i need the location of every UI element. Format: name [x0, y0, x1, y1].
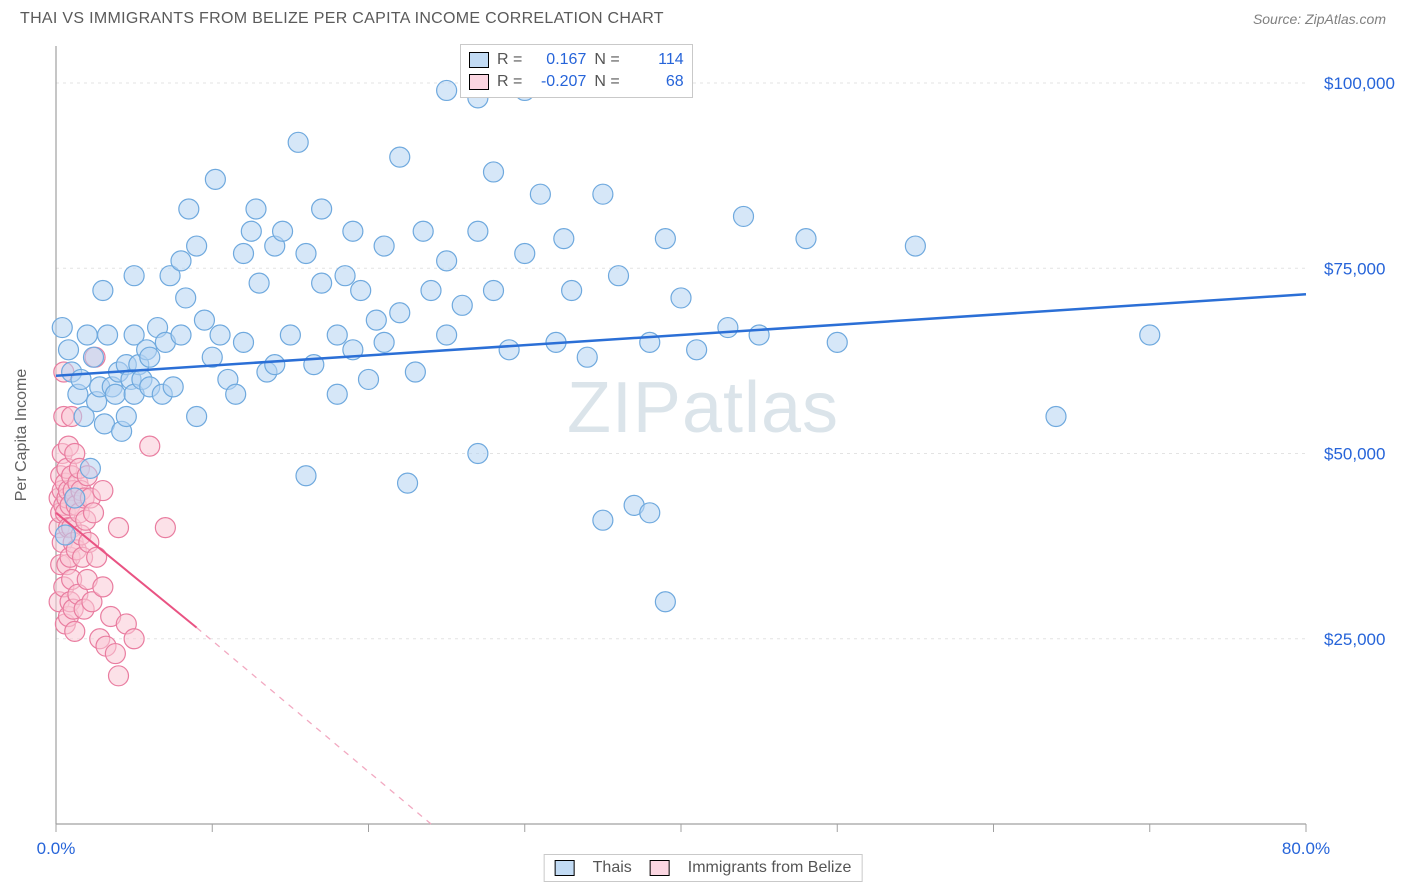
r-value: -0.207 — [530, 71, 586, 93]
r-label: R = — [497, 71, 522, 93]
swatch-thais-icon — [555, 860, 575, 876]
series-legend: Thais Immigrants from Belize — [544, 854, 863, 882]
svg-text:0.0%: 0.0% — [37, 839, 76, 858]
legend-label-belize: Immigrants from Belize — [688, 859, 852, 877]
svg-text:$50,000: $50,000 — [1324, 445, 1385, 464]
correlation-legend: R = 0.167 N = 114 R = -0.207 N = 68 — [460, 44, 693, 98]
n-label: N = — [594, 71, 619, 93]
r-label: R = — [497, 49, 522, 71]
swatch-belize-icon — [650, 860, 670, 876]
svg-text:80.0%: 80.0% — [1282, 839, 1330, 858]
source-label: Source: ZipAtlas.com — [1253, 11, 1386, 27]
n-value: 68 — [628, 71, 684, 93]
n-value: 114 — [628, 49, 684, 71]
chart-header: THAI VS IMMIGRANTS FROM BELIZE PER CAPIT… — [0, 0, 1406, 34]
chart-title: THAI VS IMMIGRANTS FROM BELIZE PER CAPIT… — [20, 10, 664, 28]
r-value: 0.167 — [530, 49, 586, 71]
legend-row-thais: R = 0.167 N = 114 — [469, 49, 684, 71]
legend-row-belize: R = -0.207 N = 68 — [469, 71, 684, 93]
chart-area: $25,000 $50,000 $75,000 $100,000 0.0% 80.0% Pe… — [0, 34, 1406, 884]
legend-label-thais: Thais — [593, 859, 632, 877]
svg-text:$25,000: $25,000 — [1324, 630, 1385, 649]
svg-text:Per Capita Income: Per Capita Income — [13, 369, 30, 502]
n-label: N = — [594, 49, 619, 71]
swatch-thais-icon — [469, 52, 489, 68]
swatch-belize-icon — [469, 74, 489, 90]
svg-text:$75,000: $75,000 — [1324, 259, 1385, 278]
svg-text:$100,000: $100,000 — [1324, 74, 1395, 93]
scatter-plot-svg: $25,000 $50,000 $75,000 $100,000 0.0% 80.0% Pe… — [0, 34, 1406, 884]
